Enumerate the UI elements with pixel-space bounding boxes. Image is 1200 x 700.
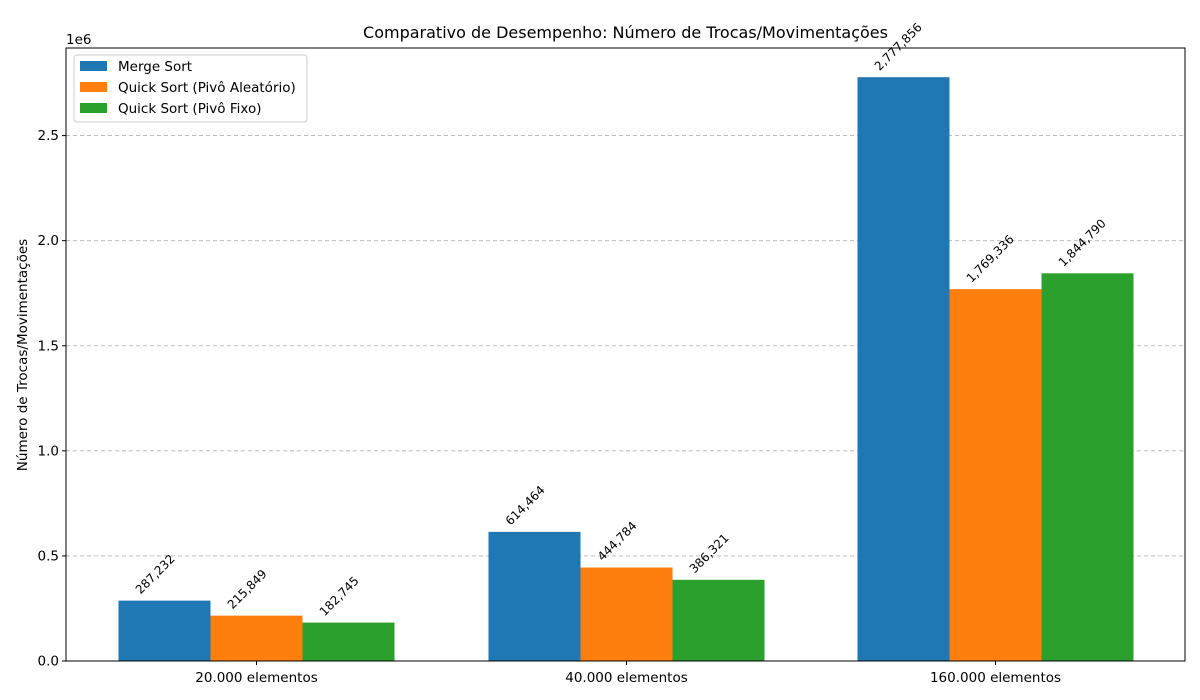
legend-label: Merge Sort xyxy=(118,59,192,75)
y-tick-label: 2.0 xyxy=(38,233,59,249)
legend: Merge Sort Quick Sort (Pivô Aleatório) Qui… xyxy=(73,54,308,123)
bar xyxy=(672,579,765,661)
bar xyxy=(949,289,1042,661)
plot-frame xyxy=(65,47,1186,662)
x-tick-label: 40.000 elementos xyxy=(565,670,688,686)
bar xyxy=(118,600,211,661)
legend-swatch xyxy=(80,103,107,113)
legend-frame xyxy=(73,54,308,123)
bar xyxy=(1041,273,1134,661)
x-tick-label: 160.000 elementos xyxy=(930,670,1061,686)
y-axis-label: Número de Trocas/Movimentações xyxy=(15,239,31,471)
bar-value-label: 386,321 xyxy=(687,531,732,576)
y-tick-label: 2.5 xyxy=(38,128,59,144)
bar xyxy=(580,567,673,661)
bar-value-label: 182,745 xyxy=(317,574,362,619)
bar-value-label: 215,849 xyxy=(225,567,270,612)
legend-swatch xyxy=(80,82,107,92)
bar xyxy=(210,615,303,661)
bar xyxy=(488,531,581,661)
chart-title: Comparativo de Desempenho: Número de Tro… xyxy=(363,23,888,42)
bar-value-label: 614,464 xyxy=(503,483,548,528)
axis-ticks: 0.0 0.5 1.0 1.5 2.0 2.5 20.000 elementos 40.000… xyxy=(38,128,1062,686)
x-tick-label: 20.000 elementos xyxy=(195,670,318,686)
y-tick-label: 0.5 xyxy=(38,548,59,564)
legend-swatch xyxy=(80,61,107,71)
bar-value-label: 444,784 xyxy=(595,519,640,564)
bar-value-label: 1,769,336 xyxy=(964,232,1017,285)
bar-value-label: 1,844,790 xyxy=(1056,216,1109,269)
y-tick-label: 0.0 xyxy=(38,654,59,670)
bar xyxy=(302,622,395,661)
y-tick-label: 1.5 xyxy=(38,338,59,354)
y-tick-label: 1.0 xyxy=(38,443,59,459)
bar xyxy=(857,77,950,662)
bar-value-label: 287,232 xyxy=(133,552,178,597)
legend-label: Quick Sort (Pivô Aleatório) xyxy=(118,80,296,96)
legend-label: Quick Sort (Pivô Fixo) xyxy=(118,101,261,117)
bars xyxy=(118,77,1134,662)
y-scale-offset-label: 1e6 xyxy=(66,32,91,48)
